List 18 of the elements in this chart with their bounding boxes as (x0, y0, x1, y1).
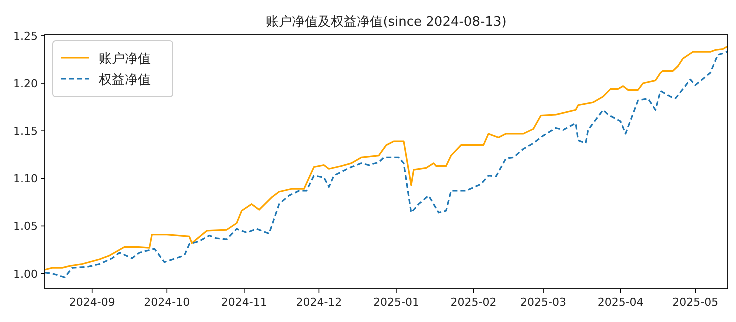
y-tick-label: 1.25 (14, 30, 38, 43)
legend-label: 账户净值 (99, 52, 151, 67)
x-tick-label: 2024-12 (296, 296, 342, 309)
chart-title: 账户净值及权益净值(since 2024-08-13) (266, 15, 507, 30)
y-tick-label: 1.05 (14, 220, 38, 234)
x-tick-label: 2025-01 (373, 296, 420, 309)
y-tick-label: 1.15 (14, 125, 38, 138)
x-tick-label: 2025-03 (520, 296, 567, 309)
x-tick-label: 2025-04 (598, 296, 644, 309)
x-tick-label: 2024-10 (144, 296, 190, 309)
x-tick-label: 2025-05 (672, 296, 719, 309)
y-tick-label: 1.20 (14, 78, 38, 91)
x-tick-label: 2025-02 (450, 296, 497, 309)
x-tick-label: 2024-11 (221, 296, 268, 309)
x-tick-label: 2024-09 (69, 296, 116, 309)
y-tick-label: 1.10 (14, 172, 38, 186)
legend-label: 权益净值 (98, 73, 151, 88)
y-tick-label: 1.00 (14, 268, 38, 281)
